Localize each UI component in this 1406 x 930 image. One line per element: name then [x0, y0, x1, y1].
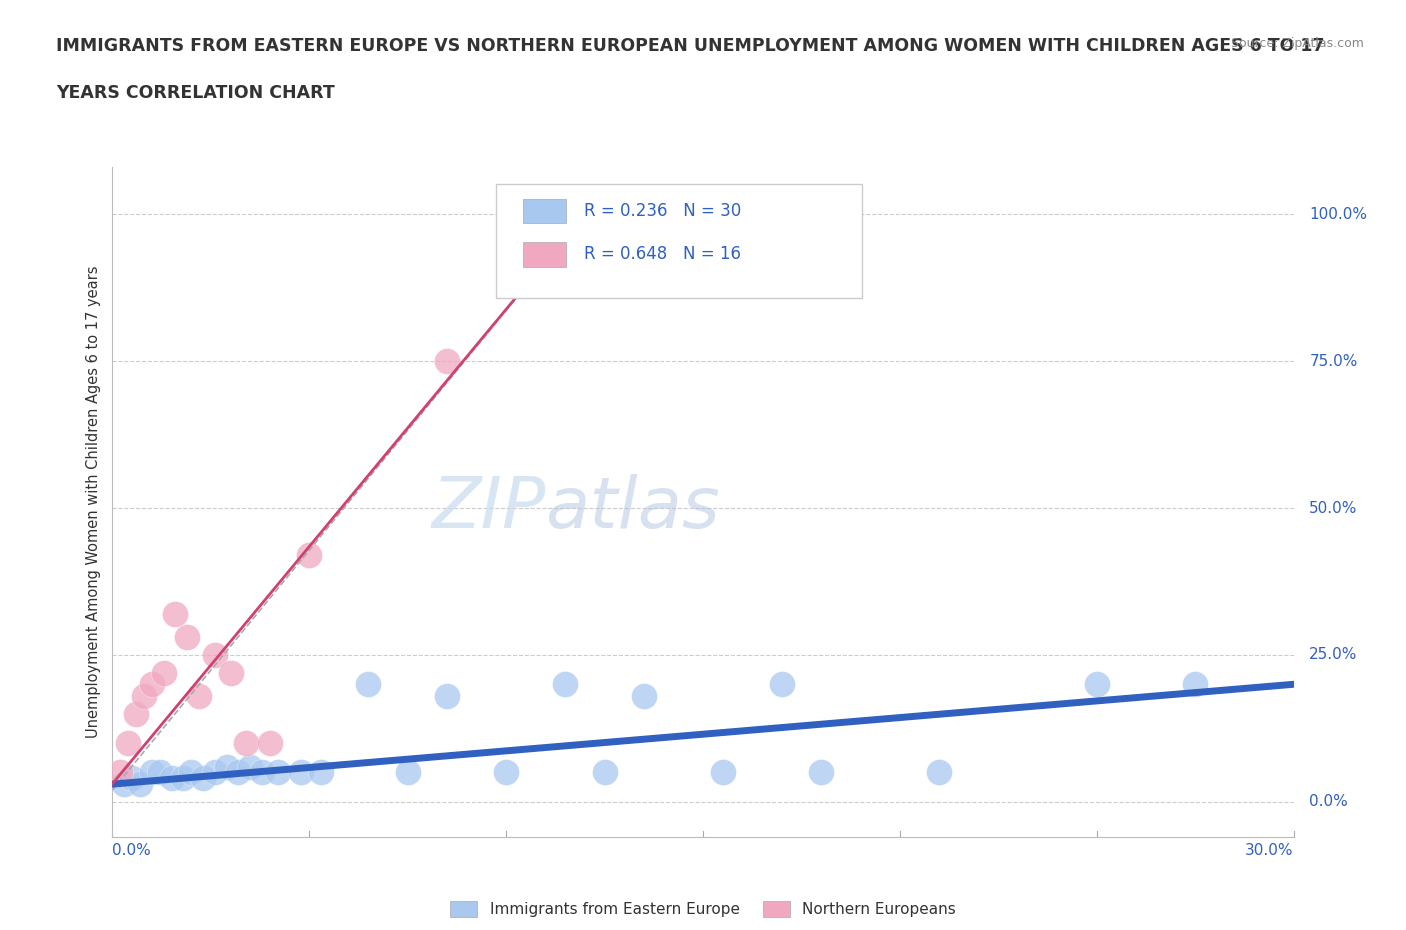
Point: [172, 771, 194, 786]
Point: [110, 765, 132, 780]
Point: [141, 765, 163, 780]
FancyBboxPatch shape: [496, 184, 862, 298]
FancyBboxPatch shape: [523, 243, 567, 267]
Point: [250, 765, 273, 780]
Point: [770, 677, 793, 692]
Point: [121, 771, 143, 786]
Point: [235, 736, 257, 751]
Text: R = 0.648   N = 16: R = 0.648 N = 16: [583, 246, 741, 263]
Point: [928, 765, 950, 780]
Point: [215, 759, 238, 774]
Point: [132, 688, 155, 703]
Point: [129, 777, 152, 791]
Text: YEARS CORRELATION CHART: YEARS CORRELATION CHART: [56, 84, 335, 101]
Text: 100.0%: 100.0%: [1309, 206, 1367, 222]
Point: [160, 771, 183, 786]
Text: 75.0%: 75.0%: [1309, 353, 1358, 368]
Point: [267, 765, 290, 780]
Point: [534, 207, 557, 222]
Point: [112, 777, 135, 791]
Point: [495, 765, 517, 780]
Text: IMMIGRANTS FROM EASTERN EUROPE VS NORTHERN EUROPEAN UNEMPLOYMENT AMONG WOMEN WIT: IMMIGRANTS FROM EASTERN EUROPE VS NORTHE…: [56, 37, 1324, 55]
Point: [810, 765, 832, 780]
Point: [176, 630, 198, 644]
Point: [149, 765, 172, 780]
Point: [290, 765, 312, 780]
Point: [259, 736, 281, 751]
Point: [396, 765, 419, 780]
Point: [141, 677, 163, 692]
Point: [436, 688, 458, 703]
Text: 0.0%: 0.0%: [112, 843, 152, 857]
Point: [554, 677, 576, 692]
Text: 30.0%: 30.0%: [1246, 843, 1294, 857]
Point: [633, 688, 655, 703]
Point: [239, 759, 262, 774]
Point: [204, 647, 226, 662]
Point: [1184, 677, 1206, 692]
Point: [357, 677, 380, 692]
FancyBboxPatch shape: [523, 199, 567, 223]
Legend: Immigrants from Eastern Europe, Northern Europeans: Immigrants from Eastern Europe, Northern…: [444, 895, 962, 923]
Point: [298, 548, 321, 563]
Text: R = 0.236   N = 30: R = 0.236 N = 30: [583, 202, 741, 219]
Y-axis label: Unemployment Among Women with Children Ages 6 to 17 years: Unemployment Among Women with Children A…: [86, 266, 101, 738]
Point: [180, 765, 202, 780]
Point: [204, 765, 226, 780]
Point: [117, 736, 139, 751]
Text: 0.0%: 0.0%: [1309, 794, 1348, 809]
Point: [593, 765, 616, 780]
Point: [191, 771, 214, 786]
Point: [711, 765, 734, 780]
Text: 50.0%: 50.0%: [1309, 500, 1358, 515]
Point: [152, 665, 174, 680]
Text: atlas: atlas: [546, 473, 720, 542]
Text: 25.0%: 25.0%: [1309, 647, 1358, 662]
Point: [165, 606, 187, 621]
Text: ZIP: ZIP: [432, 473, 546, 542]
Point: [188, 688, 211, 703]
Text: Source: ZipAtlas.com: Source: ZipAtlas.com: [1230, 37, 1364, 50]
Point: [219, 665, 242, 680]
Point: [125, 706, 148, 721]
Point: [309, 765, 332, 780]
Point: [1085, 677, 1108, 692]
Point: [228, 765, 250, 780]
Point: [436, 353, 458, 368]
